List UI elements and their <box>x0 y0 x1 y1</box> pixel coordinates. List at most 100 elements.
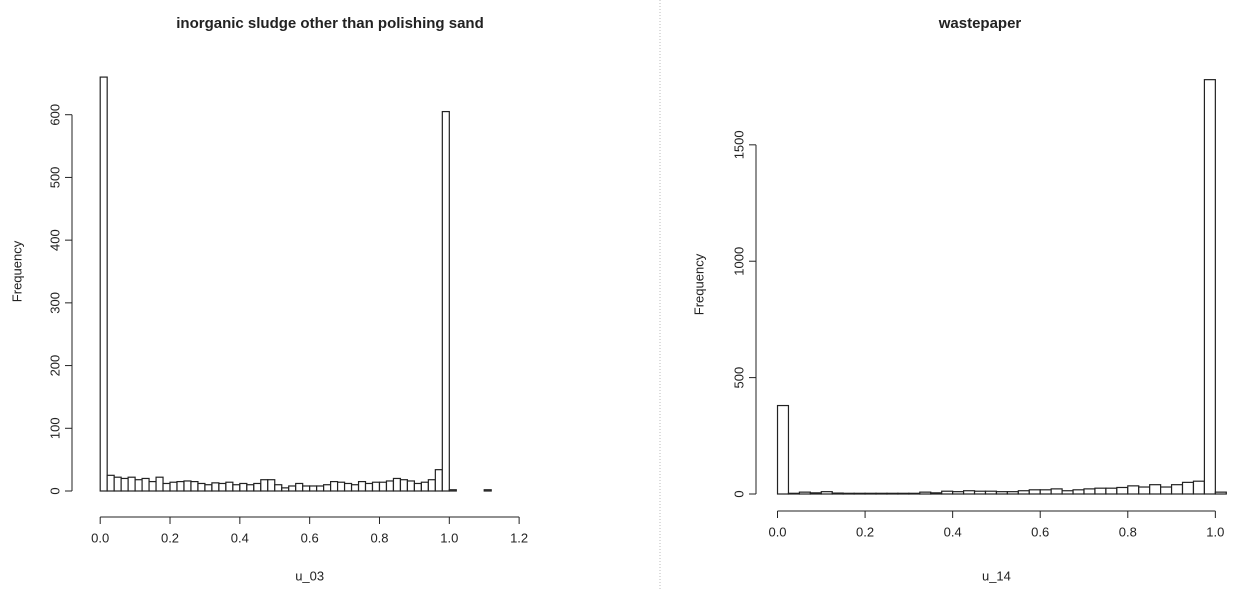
y-axis-label: Frequency <box>691 253 706 315</box>
bar <box>330 480 339 492</box>
bar <box>246 484 255 492</box>
bar <box>908 492 921 495</box>
bar <box>134 479 143 492</box>
x-tick-label: 0.0 <box>91 530 109 545</box>
bar <box>1138 486 1151 495</box>
bar <box>973 490 987 495</box>
y-tick-label: 500 <box>731 367 746 389</box>
bar <box>842 492 855 495</box>
bar <box>343 482 353 492</box>
bar <box>864 492 877 495</box>
bar <box>288 485 297 492</box>
bar <box>875 492 888 495</box>
bar <box>1061 490 1074 495</box>
bar <box>1094 487 1107 495</box>
bar <box>239 482 248 492</box>
bar <box>371 481 381 492</box>
bar <box>787 492 801 495</box>
bar <box>113 476 122 492</box>
bar <box>399 479 409 492</box>
x-tick-label: 0.2 <box>161 530 179 545</box>
x-tick-label: 0.4 <box>944 524 962 539</box>
bar <box>897 492 910 495</box>
bar <box>197 482 206 492</box>
bar <box>1039 489 1052 495</box>
bar <box>232 484 241 492</box>
bar <box>1181 481 1195 495</box>
bar <box>1160 486 1173 495</box>
bar <box>281 487 290 492</box>
bar <box>941 490 954 495</box>
bar <box>427 479 436 492</box>
bar <box>295 482 304 492</box>
bar <box>260 479 269 492</box>
x-tick-label: 0.2 <box>856 524 874 539</box>
chart-title: wastepaper <box>938 15 1022 32</box>
y-tick-label: 100 <box>47 417 62 439</box>
bar <box>930 492 943 495</box>
y-tick-label: 300 <box>47 292 62 314</box>
x-tick-label: 0.4 <box>231 530 249 545</box>
x-tick-label: 1.0 <box>440 530 458 545</box>
bar <box>798 491 811 495</box>
y-tick-label: 500 <box>47 167 62 189</box>
bar <box>204 484 213 492</box>
bar <box>218 482 227 492</box>
bar <box>413 482 422 492</box>
bar <box>820 491 833 495</box>
bar <box>1214 491 1227 495</box>
bar <box>141 477 150 492</box>
bar <box>274 484 283 492</box>
bar <box>169 481 178 492</box>
bar <box>176 480 185 492</box>
bar <box>1192 480 1206 495</box>
bar <box>253 482 262 492</box>
bar <box>1017 490 1030 495</box>
bar <box>420 481 429 492</box>
y-tick-label: 200 <box>47 355 62 377</box>
bar <box>809 492 822 495</box>
bar <box>1116 486 1129 495</box>
bar <box>378 481 388 492</box>
bar <box>148 480 157 492</box>
chart-title: inorganic sludge other than polishing sa… <box>176 15 484 32</box>
bar <box>995 491 1008 495</box>
x-tick-label: 0.0 <box>768 524 786 539</box>
bar <box>99 76 108 492</box>
bar <box>448 489 457 492</box>
y-tick-label: 0 <box>47 487 62 494</box>
bar <box>336 481 346 492</box>
y-axis-label: Frequency <box>9 240 24 302</box>
bar <box>323 484 332 492</box>
bar <box>406 480 415 492</box>
bar <box>483 489 492 492</box>
bar <box>316 485 325 492</box>
bar <box>1028 489 1041 495</box>
bar <box>831 492 844 495</box>
y-tick-label: 1000 <box>731 247 746 276</box>
bar <box>302 485 311 492</box>
bar <box>853 492 866 495</box>
bar <box>1072 489 1085 495</box>
bar <box>952 491 965 495</box>
bar <box>1149 484 1162 495</box>
x-tick-label: 0.8 <box>370 530 388 545</box>
bar <box>183 480 192 492</box>
x-tick-label: 1.0 <box>1206 524 1224 539</box>
bar <box>1083 488 1096 495</box>
bar <box>441 110 450 492</box>
bar <box>211 482 220 492</box>
bar <box>309 485 318 492</box>
bar <box>162 482 171 492</box>
y-tick-label: 600 <box>47 104 62 126</box>
y-tick-label: 1500 <box>731 130 746 159</box>
bar <box>984 490 998 495</box>
x-tick-label: 1.2 <box>510 530 528 545</box>
bar <box>190 480 199 492</box>
bar <box>392 477 402 492</box>
x-axis-label: u_14 <box>982 568 1011 583</box>
bar <box>155 476 164 492</box>
bar <box>385 480 395 492</box>
y-tick-label: 0 <box>731 490 746 497</box>
